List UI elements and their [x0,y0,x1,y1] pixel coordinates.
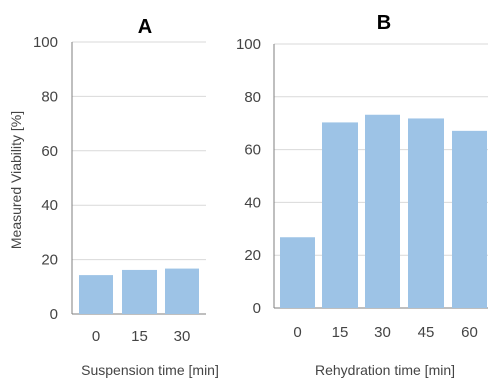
panel-a: 0 20 40 60 80 100 0 15 30 A Suspension time [min] [33,16,219,378]
panel-title: B [377,12,391,34]
bar-45 [408,118,444,308]
y-tick-label: 60 [244,142,261,159]
y-tick-label: 20 [244,247,261,264]
x-tick-label: 15 [332,324,349,341]
x-tick-label: 45 [418,324,435,341]
x-axis-title: Suspension time [min] [81,362,219,378]
x-tick-label: 60 [461,324,478,341]
y-tick-label: 80 [41,88,58,105]
y-tick-label: 0 [253,300,261,317]
x-tick-label: 30 [374,324,391,341]
x-tick-label: 30 [174,328,191,345]
y-tick-label: 60 [41,143,58,160]
panel-b: 0 20 40 60 80 100 0 15 30 45 60 B Rehydration time [… [236,12,488,378]
bar-15 [122,269,157,314]
x-axis-title: Rehydration time [min] [315,362,455,378]
bar-60 [452,130,487,308]
x-tick-label: 0 [92,328,100,345]
y-tick-label: 0 [50,306,58,323]
bar-0 [79,275,113,314]
bar-30 [165,268,199,314]
x-tick-label: 15 [131,328,148,345]
bar-0 [280,237,315,308]
panel-title: A [138,16,152,38]
y-tick-label: 40 [41,197,58,214]
y-tick-label: 80 [244,89,261,106]
bar-30 [365,114,400,308]
y-tick-label: 100 [236,36,261,53]
y-axis-title: Measured Viability [%] [8,111,24,249]
y-tick-label: 20 [41,252,58,269]
y-tick-label: 100 [33,34,58,51]
bar-15 [322,122,358,309]
y-tick-label: 40 [244,194,261,211]
x-tick-label: 0 [293,324,301,341]
